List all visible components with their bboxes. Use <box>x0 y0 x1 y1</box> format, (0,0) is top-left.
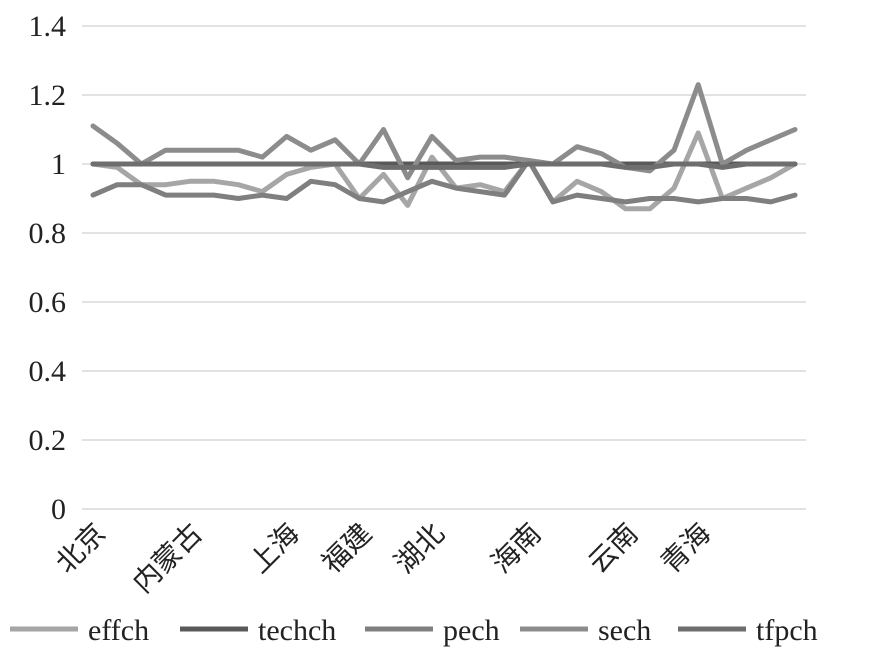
series-line-effch <box>90 130 798 212</box>
x-tick-label: 内蒙古 <box>126 517 209 600</box>
x-tick-label: 青海 <box>654 517 717 580</box>
x-tick-label: 上海 <box>243 517 306 580</box>
y-tick-label: 0.8 <box>29 217 67 250</box>
series-line-sech <box>90 82 798 181</box>
y-tick-label: 0.6 <box>29 286 67 319</box>
y-tick-label: 1 <box>51 148 66 181</box>
series-lines <box>90 82 798 212</box>
x-tick-label: 北京 <box>49 517 112 580</box>
y-tick-label: 1.2 <box>29 79 67 112</box>
legend-label-effch: effch <box>88 614 149 647</box>
legend-label-techch: techch <box>258 614 336 647</box>
legend: effch techch pech sech tfpch <box>10 614 818 647</box>
x-tick-label: 福建 <box>315 517 378 580</box>
y-tick-label: 0.4 <box>29 355 67 388</box>
x-tick-label: 云南 <box>582 517 645 580</box>
series-line-pech <box>90 158 798 205</box>
y-axis-ticks: 0 0.2 0.4 0.6 0.8 1 1.2 1.4 <box>29 10 67 526</box>
legend-label-tfpch: tfpch <box>756 614 818 647</box>
y-tick-label: 0.2 <box>29 424 67 457</box>
legend-label-pech: pech <box>443 614 500 647</box>
y-tick-label: 0 <box>51 493 66 526</box>
x-tick-label: 海南 <box>485 517 548 580</box>
x-tick-label: 湖北 <box>388 517 451 580</box>
series-line-tfpch <box>90 161 798 170</box>
x-axis-ticks: 北京 内蒙古 上海 福建 湖北 海南 云南 青海 <box>49 517 717 600</box>
y-tick-label: 1.4 <box>29 10 67 43</box>
gridlines <box>82 25 806 510</box>
legend-label-sech: sech <box>598 614 651 647</box>
